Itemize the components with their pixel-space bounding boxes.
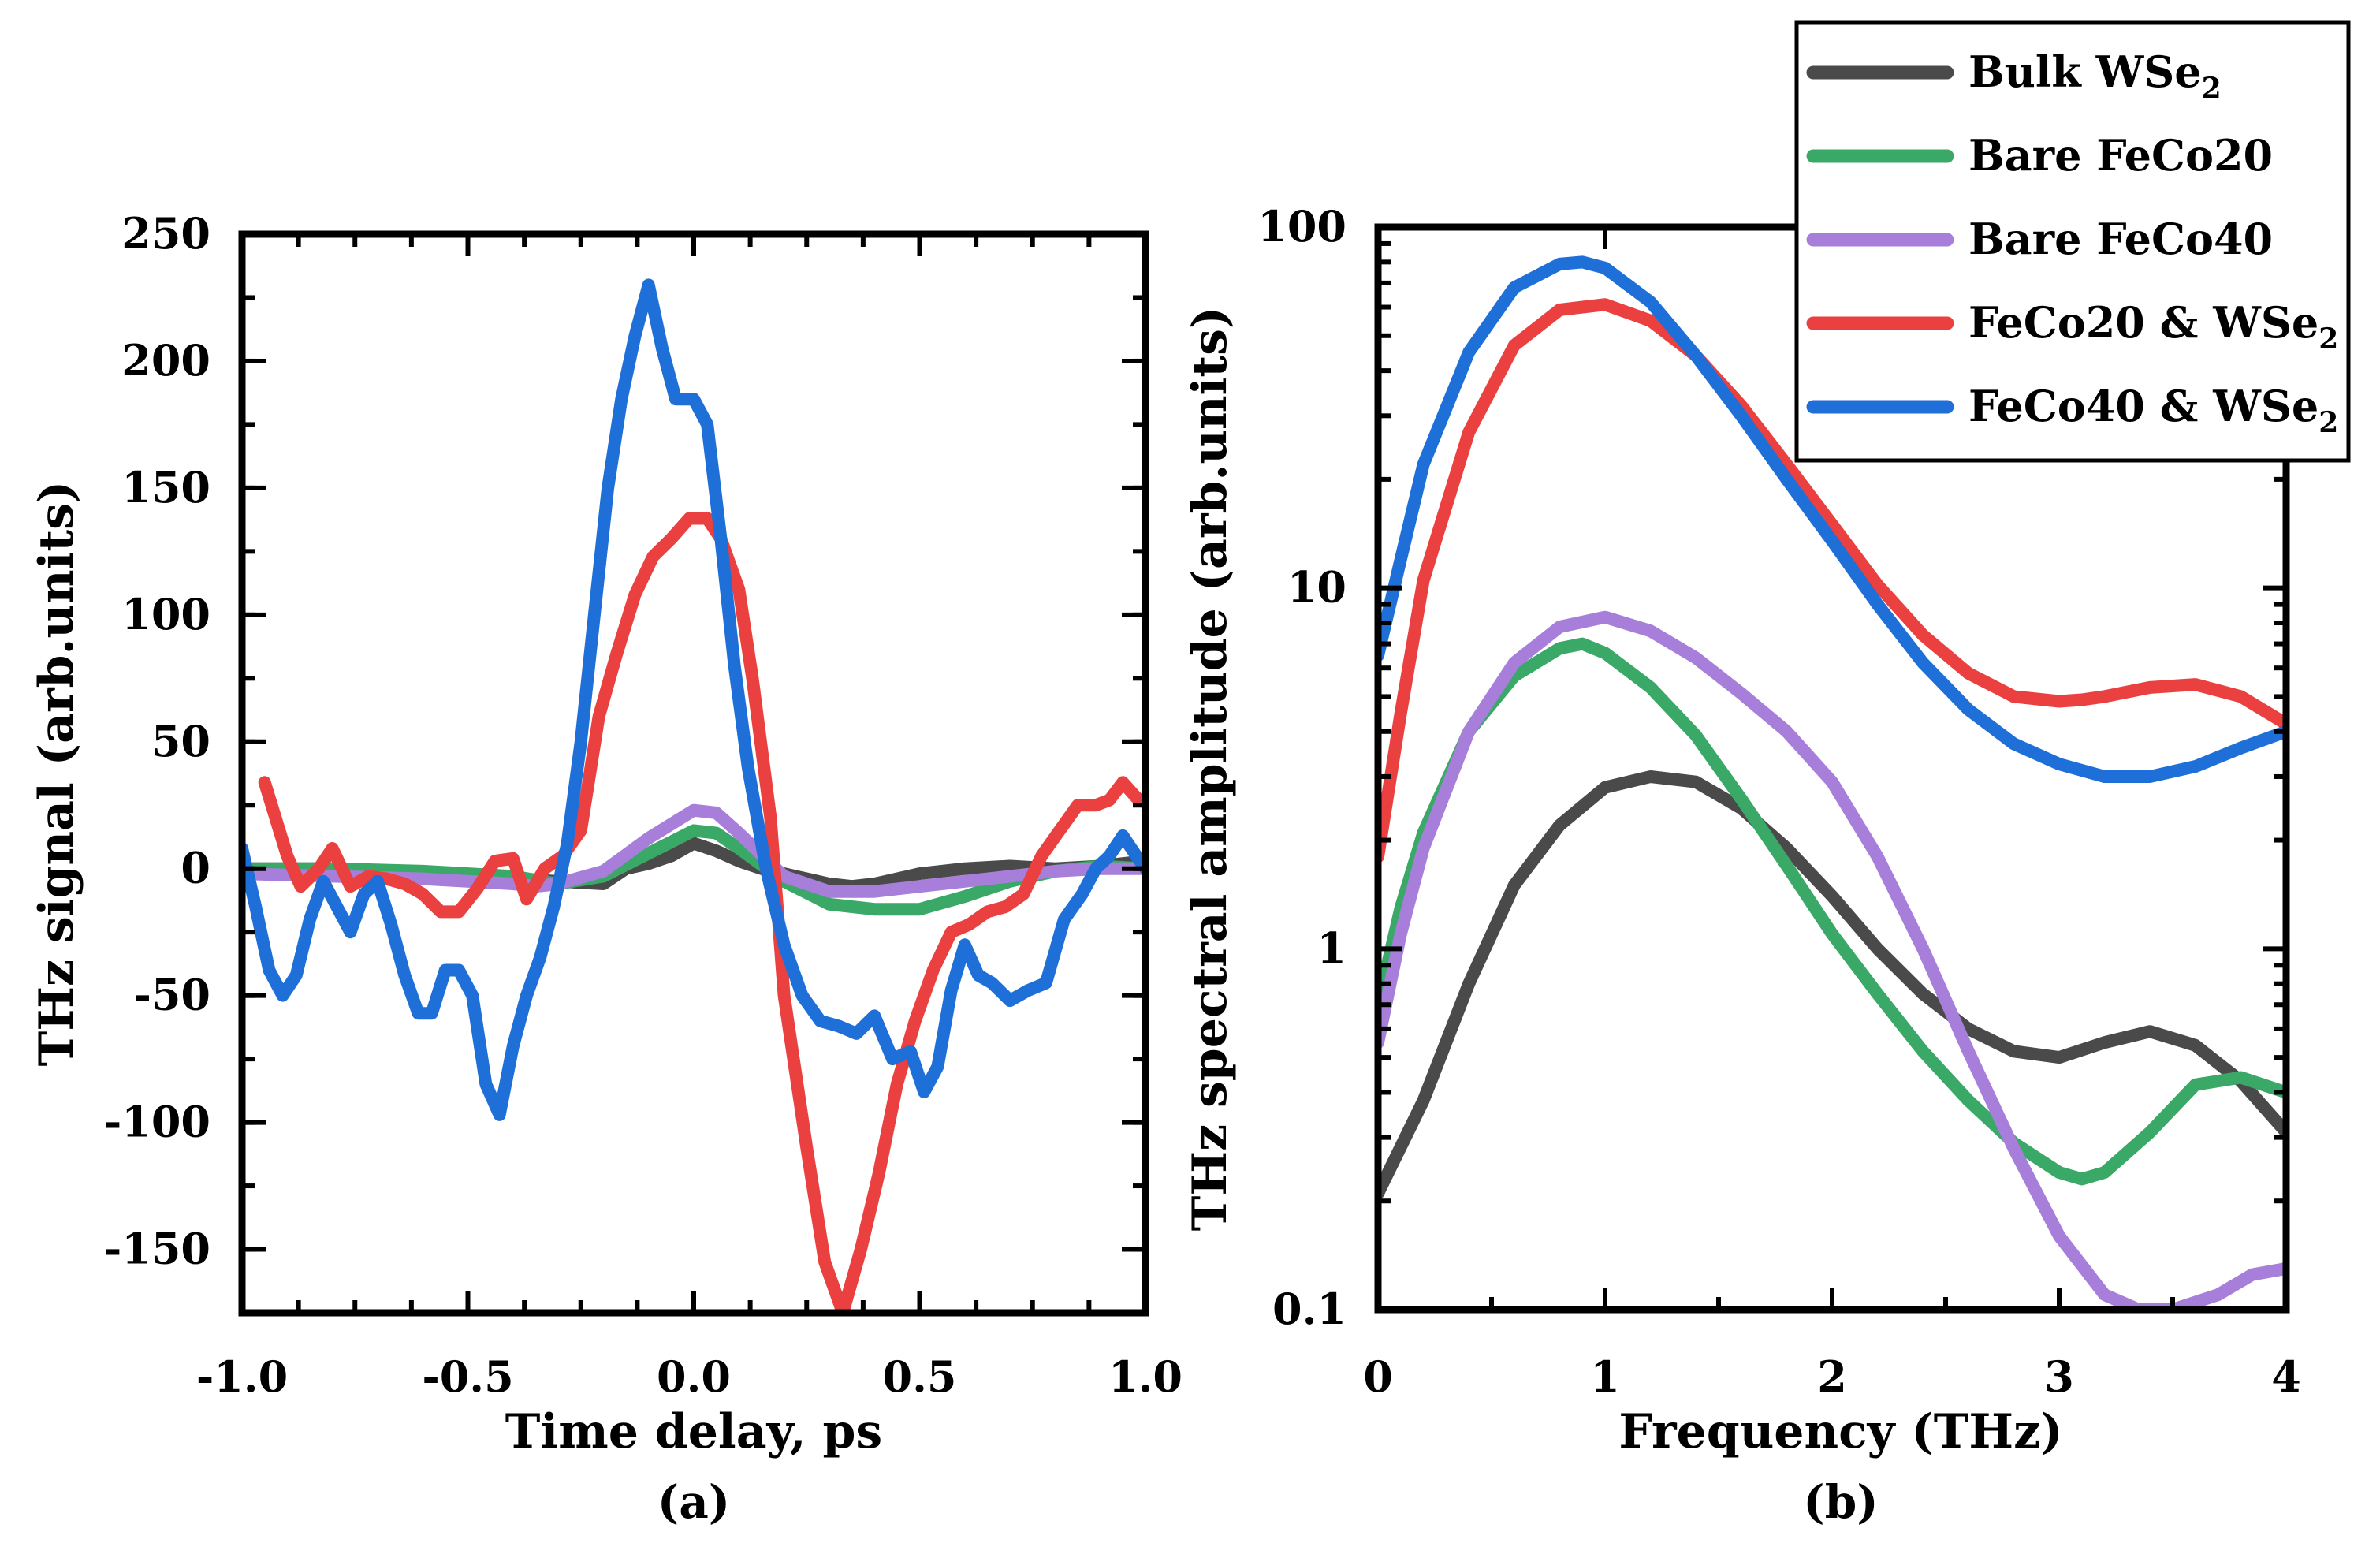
x-tick-label: -1.0 — [196, 1351, 288, 1402]
x-axis-label: Frequency (THz) — [1618, 1404, 2062, 1459]
y-tick-label: 0 — [181, 843, 210, 893]
series-line-bare-feco40 — [1378, 610, 2286, 1310]
legend-label: FeCo20 & WSe2 — [1968, 297, 2338, 356]
legend-label-subscript: 2 — [2319, 406, 2338, 439]
y-tick-label: 150 — [121, 462, 210, 512]
y-tick-label: 100 — [121, 589, 210, 639]
y-tick-label: -100 — [104, 1097, 210, 1147]
panel-b-frequency-domain: 0 1 2 3 4 0.1 1 10 100 Frequency (THz) THz spectra… — [1183, 201, 2301, 1529]
series-line-feco20-wse2 — [258, 512, 1145, 1313]
x-tick-label: 0.0 — [657, 1351, 731, 1402]
y-tick-label: 100 — [1257, 201, 1346, 252]
legend-label-main: Bare FeCo40 — [1968, 214, 2273, 264]
series-line-bulk-wse2 — [1378, 770, 2286, 1200]
series-line-bare-feco20 — [1378, 637, 2286, 1186]
y-tick-label: 1 — [1317, 922, 1346, 973]
legend-label: Bare FeCo40 — [1968, 214, 2273, 264]
series-line-feco20-wse2 — [1378, 298, 2286, 863]
panel-a-time-domain: -1.0 -0.5 0.0 0.5 1.0 250 200 150 100 50 0 -50 -100 -… — [29, 208, 1183, 1529]
series-line-feco40-wse2 — [242, 278, 1145, 1121]
legend-label-subscript: 2 — [2319, 322, 2338, 356]
panel-label: (b) — [1803, 1475, 1878, 1529]
x-tick-label: 4 — [2271, 1351, 2301, 1402]
legend-label-subscript: 2 — [2202, 72, 2222, 105]
series-group — [242, 278, 1145, 1313]
y-tick-label: 200 — [121, 335, 210, 386]
panel-label: (a) — [657, 1475, 730, 1529]
x-tick-label: 1 — [1590, 1351, 1620, 1402]
x-axis-label: Time delay, ps — [505, 1404, 882, 1459]
legend-label: Bulk WSe2 — [1968, 47, 2222, 105]
y-axis-label: THz spectral amplitude (arb.units) — [1183, 307, 1238, 1232]
legend-label-main: FeCo40 & WSe — [1968, 381, 2319, 431]
x-tick-label: 3 — [2044, 1351, 2074, 1402]
legend-label-main: Bare FeCo20 — [1968, 130, 2273, 181]
y-tick-label: 50 — [151, 716, 210, 766]
x-tick-label: 0.5 — [883, 1351, 957, 1402]
x-tick-label: 0 — [1363, 1351, 1393, 1402]
y-tick-label: -50 — [133, 970, 210, 1020]
y-tick-label: 10 — [1287, 562, 1346, 613]
series-line-feco40-wse2 — [1378, 255, 2286, 783]
x-tick-label: 1.0 — [1108, 1351, 1183, 1402]
y-axis-label: THz signal (arb.units) — [29, 481, 84, 1067]
legend-label-main: Bulk WSe — [1968, 47, 2202, 97]
legend-label-main: FeCo20 & WSe — [1968, 297, 2319, 348]
x-tick-label: 2 — [1817, 1351, 1847, 1402]
y-tick-label: 0.1 — [1272, 1284, 1346, 1334]
legend-label: FeCo40 & WSe2 — [1968, 381, 2338, 439]
x-tick-label: -0.5 — [422, 1351, 513, 1402]
series-group — [1378, 255, 2286, 1310]
legend-label: Bare FeCo20 — [1968, 130, 2273, 181]
y-tick-label: -150 — [104, 1224, 210, 1274]
y-tick-label: 250 — [121, 208, 210, 259]
